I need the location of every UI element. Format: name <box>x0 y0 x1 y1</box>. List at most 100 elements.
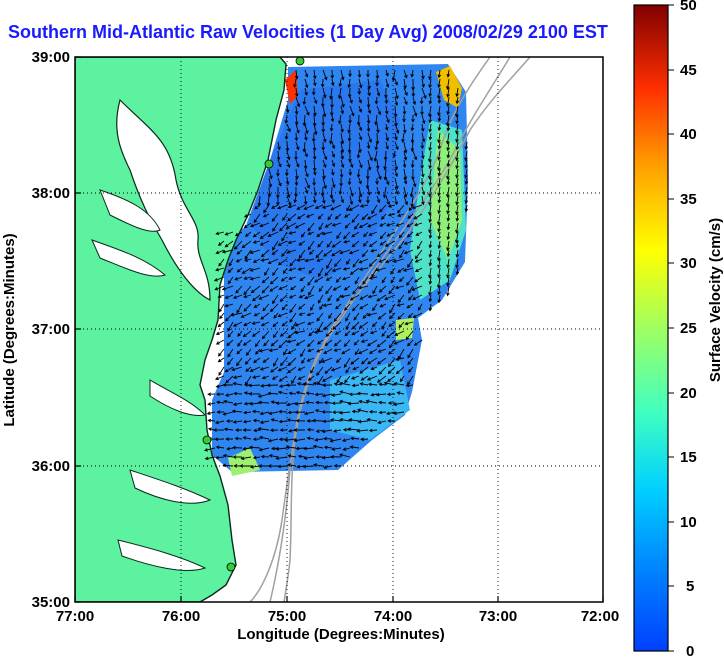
velocity-arrow <box>322 132 327 143</box>
velocity-arrow <box>384 96 389 105</box>
velocity-arrow <box>260 258 270 262</box>
velocity-arrow <box>378 258 387 263</box>
velocity-arrow <box>352 303 360 312</box>
velocity-arrow <box>214 285 225 291</box>
colorbar-tick-label: 15 <box>680 449 697 466</box>
velocity-arrow <box>331 141 336 150</box>
velocity-arrow <box>338 399 351 404</box>
velocity-arrow <box>215 231 225 236</box>
velocity-arrow <box>420 159 425 170</box>
velocity-arrow <box>385 78 390 88</box>
velocity-arrow <box>278 375 288 382</box>
velocity-arrow <box>410 123 415 132</box>
velocity-arrow <box>368 428 378 433</box>
velocity-arrow <box>294 132 299 142</box>
velocity-arrow <box>353 312 360 321</box>
velocity-arrow <box>403 141 408 154</box>
velocity-arrow <box>348 249 360 255</box>
velocity-arrow <box>398 240 405 250</box>
velocity-arrow <box>284 438 297 442</box>
velocity-arrow <box>394 330 405 336</box>
colorbar-tick-label: 45 <box>680 62 697 79</box>
velocity-arrow <box>319 303 324 311</box>
velocity-arrow <box>414 249 423 260</box>
velocity-arrow <box>464 204 469 213</box>
velocity-arrow <box>227 321 234 332</box>
velocity-arrow <box>365 177 370 190</box>
velocity-arrow <box>376 294 387 302</box>
velocity-arrow <box>333 258 342 268</box>
velocity-arrow <box>253 312 261 317</box>
velocity-arrow <box>406 222 414 228</box>
colorbar-tick-label: 30 <box>680 255 697 272</box>
velocity-arrow <box>365 399 378 404</box>
velocity-arrow <box>464 168 468 179</box>
velocity-arrow <box>295 123 300 134</box>
velocity-arrow <box>285 105 290 114</box>
velocity-arrow <box>428 87 432 98</box>
velocity-arrow <box>331 177 336 189</box>
velocity-arrow <box>464 159 468 169</box>
velocity-arrow <box>428 231 433 239</box>
velocity-arrow <box>232 375 243 380</box>
velocity-arrow <box>236 267 243 273</box>
station-marker <box>295 57 305 66</box>
velocity-arrow <box>302 114 307 127</box>
velocity-arrow <box>385 114 390 124</box>
velocity-arrow <box>331 401 342 406</box>
velocity-arrow <box>233 391 243 396</box>
velocity-arrow <box>294 330 306 335</box>
velocity-arrow <box>421 195 425 206</box>
velocity-arrow <box>254 204 261 210</box>
velocity-arrow <box>402 114 406 123</box>
velocity-arrow <box>218 366 225 376</box>
velocity-arrow <box>268 348 279 352</box>
velocity-arrow <box>273 357 279 367</box>
velocity-arrow <box>279 428 288 432</box>
velocity-arrow <box>421 69 425 80</box>
velocity-arrow <box>346 204 351 212</box>
velocity-arrow <box>296 382 306 386</box>
velocity-arrow <box>428 96 433 105</box>
velocity-arrow <box>322 195 326 205</box>
velocity-arrow <box>215 392 225 396</box>
velocity-arrow <box>340 195 345 204</box>
velocity-arrow <box>317 294 324 304</box>
y-axis-label: Latitude (Degrees:Minutes) <box>1 233 18 426</box>
velocity-arrow <box>404 321 414 326</box>
velocity-arrow <box>359 204 369 208</box>
velocity-arrow <box>446 258 450 269</box>
y-tick-label: 38:00 <box>32 185 70 202</box>
velocity-arrow <box>407 339 414 347</box>
velocity-arrow <box>298 303 306 310</box>
velocity-arrow <box>314 392 324 397</box>
velocity-arrow <box>397 213 405 218</box>
velocity-arrow <box>330 204 342 211</box>
velocity-arrow <box>298 240 306 246</box>
velocity-arrow <box>310 303 315 311</box>
velocity-arrow <box>333 339 342 347</box>
velocity-arrow <box>288 267 297 272</box>
velocity-arrow <box>318 222 324 231</box>
velocity-arrow <box>446 168 450 180</box>
velocity-arrow <box>234 231 243 237</box>
velocity-arrow <box>374 96 379 105</box>
velocity-arrow <box>302 96 307 106</box>
velocity-arrow <box>322 150 328 161</box>
velocity-arrow <box>324 339 333 347</box>
velocity-arrow <box>217 240 225 246</box>
velocity-arrow <box>258 348 270 353</box>
x-tick-label: 74:00 <box>374 608 412 625</box>
velocity-arrow <box>278 419 288 424</box>
velocity-arrow <box>408 312 414 319</box>
velocity-arrow <box>403 195 409 206</box>
velocity-arrow <box>251 330 261 337</box>
velocity-arrow <box>351 383 360 388</box>
velocity-arrow <box>340 96 345 108</box>
velocity-arrow <box>455 267 460 276</box>
velocity-arrow <box>304 69 309 78</box>
velocity-arrow <box>242 428 252 432</box>
velocity-arrow <box>294 69 299 80</box>
velocity-arrow <box>446 78 450 91</box>
velocity-arrow <box>294 222 306 229</box>
